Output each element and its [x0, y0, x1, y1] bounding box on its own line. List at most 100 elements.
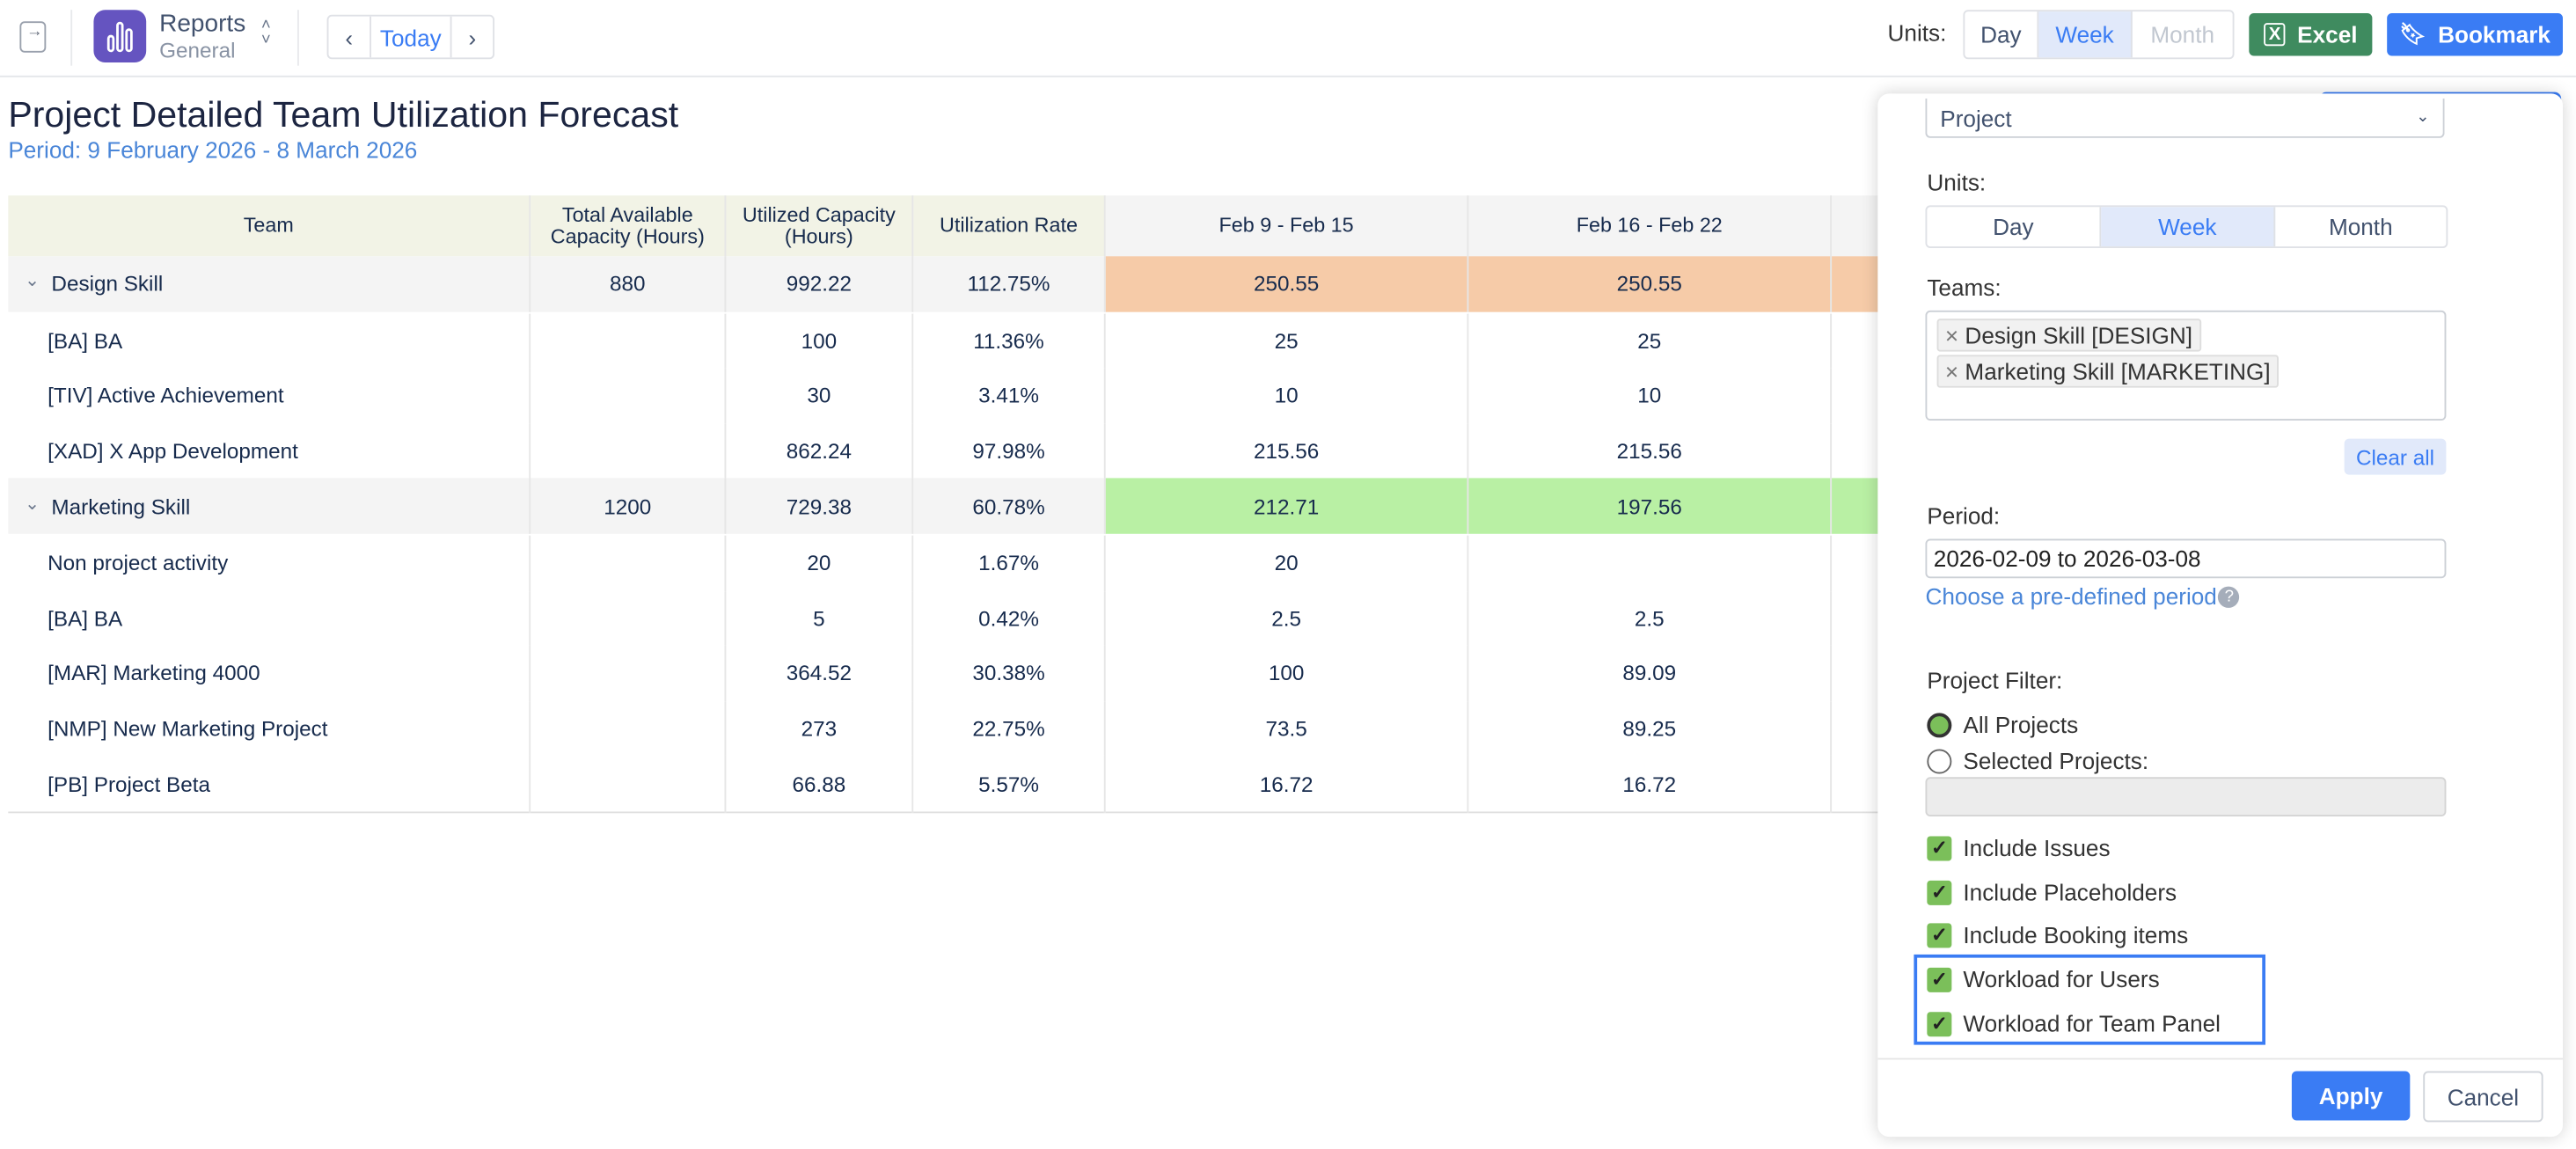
project-row: [BA] BA 100 11.36% 25 25: [8, 311, 2195, 369]
divider: [296, 10, 299, 66]
week-2-cell: 215.56: [1467, 423, 1833, 479]
reports-logo-icon[interactable]: [93, 10, 147, 62]
cancel-button[interactable]: Cancel: [2423, 1071, 2543, 1123]
week-2-cell: 2.5: [1467, 590, 1833, 647]
utilized-capacity-cell: 100: [725, 311, 914, 369]
total-capacity-cell: [530, 646, 727, 701]
teams-multiselect[interactable]: × Design Skill [DESIGN] × Marketing Skil…: [1925, 310, 2447, 421]
header-week-1[interactable]: Feb 9 - Feb 15: [1104, 195, 1469, 257]
project-row: [BA] BA 5 0.42% 2.5 2.5: [8, 590, 2195, 647]
total-capacity-cell: 880: [530, 256, 727, 313]
app-name[interactable]: Reports: [159, 10, 246, 38]
team-cell: [MAR] Marketing 4000: [8, 646, 531, 701]
utilization-rate-cell: 60.78%: [912, 479, 1106, 536]
checkbox-include-placeholders[interactable]: ✓ Include Placeholders: [1927, 879, 2177, 905]
total-capacity-cell: 1200: [530, 479, 727, 536]
utilized-capacity-cell: 30: [725, 368, 914, 424]
week-2-cell: 10: [1467, 368, 1833, 424]
team-tag-label: Design Skill [DESIGN]: [1965, 321, 2193, 348]
total-capacity-cell: [530, 423, 727, 479]
units-day-button[interactable]: Day: [1965, 11, 2039, 58]
team-group-row[interactable]: ⌄ Marketing Skill 1200 729.38 60.78% 212.71 1…: [8, 479, 2195, 536]
today-button[interactable]: Today: [371, 16, 452, 58]
week-1-cell: 25: [1104, 311, 1469, 369]
utilization-rate-cell: 11.36%: [912, 311, 1106, 369]
panel-units-month[interactable]: Month: [2328, 213, 2393, 240]
units-month-button[interactable]: Month: [2150, 21, 2215, 48]
team-cell: Non project activity: [8, 534, 531, 591]
radio-checked-icon[interactable]: [1927, 712, 1952, 737]
radio-selected-projects[interactable]: Selected Projects:: [1927, 747, 2149, 774]
checkbox-checked-icon[interactable]: ✓: [1927, 1011, 1952, 1036]
utilized-capacity-cell: 862.24: [725, 423, 914, 479]
bookmark-button[interactable]: 🔖︎ Bookmark: [2387, 12, 2563, 56]
predefined-period-label: Choose a pre-defined period: [1925, 582, 2217, 610]
radio-unchecked-icon[interactable]: [1927, 748, 1952, 773]
team-name: [MAR] Marketing 4000: [48, 661, 260, 686]
report-settings-panel: Project ⌄ Units: Day Week Month Teams: ×…: [1877, 93, 2563, 1138]
checkbox-workload-for-users[interactable]: ✓ Workload for Users: [1927, 966, 2160, 992]
period-input[interactable]: 2026-02-09 to 2026-03-08: [1925, 538, 2447, 579]
week-1-cell: 2.5: [1104, 590, 1469, 647]
group-by-select[interactable]: Project ⌄: [1925, 99, 2445, 138]
panel-units-week[interactable]: Week: [2101, 207, 2276, 247]
header-utilization-rate[interactable]: Utilization Rate: [912, 195, 1106, 257]
header-team[interactable]: Team: [8, 195, 531, 257]
date-navigator: ‹ Today ›: [326, 14, 495, 60]
team-tag[interactable]: × Marketing Skill [MARKETING]: [1936, 355, 2279, 388]
team-name: Non project activity: [48, 551, 229, 576]
period-label: Period:: [1927, 502, 2001, 530]
project-row: [XAD] X App Development 862.24 97.98% 215.5…: [8, 423, 2195, 479]
week-1-cell: 250.55: [1104, 256, 1469, 313]
utilization-rate-cell: 97.98%: [912, 423, 1106, 479]
team-cell: ⌄ Marketing Skill: [8, 479, 531, 536]
remove-tag-icon[interactable]: ×: [1944, 321, 1965, 348]
apply-button[interactable]: Apply: [2291, 1071, 2411, 1121]
units-week-button[interactable]: Week: [2038, 11, 2133, 58]
checkbox-checked-icon[interactable]: ✓: [1927, 835, 1952, 860]
checkbox-checked-icon[interactable]: ✓: [1927, 879, 1952, 904]
team-name: [PB] Project Beta: [48, 771, 211, 796]
team-name: [TIV] Active Achievement: [48, 383, 284, 408]
utilized-capacity-cell: 729.38: [725, 479, 914, 536]
team-cell: [BA] BA: [8, 311, 531, 369]
chevron-down-icon: ⌄: [2416, 108, 2430, 127]
utilized-capacity-cell: 364.52: [725, 646, 914, 701]
project-row: [PB] Project Beta 66.88 5.57% 16.72 16.72: [8, 756, 2195, 813]
team-tag[interactable]: × Design Skill [DESIGN]: [1936, 318, 2201, 352]
collapse-chevron-icon[interactable]: ⌄: [25, 494, 45, 514]
checkbox-checked-icon[interactable]: ✓: [1927, 922, 1952, 948]
collapse-chevron-icon[interactable]: ⌄: [25, 271, 45, 292]
excel-export-button[interactable]: X Excel: [2249, 12, 2373, 56]
next-period-button[interactable]: ›: [468, 24, 477, 50]
checkbox-workload-for-team-panel[interactable]: ✓ Workload for Team Panel: [1927, 1010, 2221, 1036]
checkbox-include-issues[interactable]: ✓ Include Issues: [1927, 835, 2111, 860]
switch-app-icon[interactable]: ˄ ˅: [260, 16, 271, 50]
previous-period-button[interactable]: ‹: [328, 16, 372, 58]
units-label: Units:: [1887, 19, 1947, 47]
predefined-period-link[interactable]: Choose a pre-defined period ?: [1925, 582, 2241, 610]
radio-all-projects[interactable]: All Projects: [1927, 712, 2078, 737]
remove-tag-icon[interactable]: ×: [1944, 358, 1965, 384]
team-group-row[interactable]: ⌄ Design Skill 880 992.22 112.75% 250.55 250.…: [8, 256, 2195, 313]
utilized-capacity-cell: 992.22: [725, 256, 914, 313]
page-title: Project Detailed Team Utilization Foreca…: [8, 93, 679, 135]
project-filter-label: Project Filter:: [1927, 667, 2063, 694]
report-period: Period: 9 February 2026 - 8 March 2026: [8, 135, 418, 163]
team-cell: [NMP] New Marketing Project: [8, 700, 531, 757]
header-week-2[interactable]: Feb 16 - Feb 22: [1467, 195, 1833, 257]
utilized-capacity-cell: 20: [725, 534, 914, 591]
checkbox-include-booking-items[interactable]: ✓ Include Booking items: [1927, 922, 2188, 948]
utilization-rate-cell: 30.38%: [912, 646, 1106, 701]
header-utilized-capacity[interactable]: Utilized Capacity (Hours): [725, 195, 914, 257]
sidebar-toggle-icon[interactable]: →: [19, 21, 47, 53]
team-cell: ⌄ Design Skill: [8, 256, 531, 313]
radio-selected-label: Selected Projects:: [1963, 747, 2149, 774]
help-icon[interactable]: ?: [2218, 585, 2241, 607]
team-name: [NMP] New Marketing Project: [48, 716, 328, 742]
group-by-value: Project: [1940, 104, 2012, 131]
header-total-capacity[interactable]: Total Available Capacity (Hours): [530, 195, 727, 257]
panel-units-day[interactable]: Day: [1927, 207, 2102, 247]
clear-all-button[interactable]: Clear all: [2344, 438, 2447, 475]
checkbox-checked-icon[interactable]: ✓: [1927, 966, 1952, 992]
